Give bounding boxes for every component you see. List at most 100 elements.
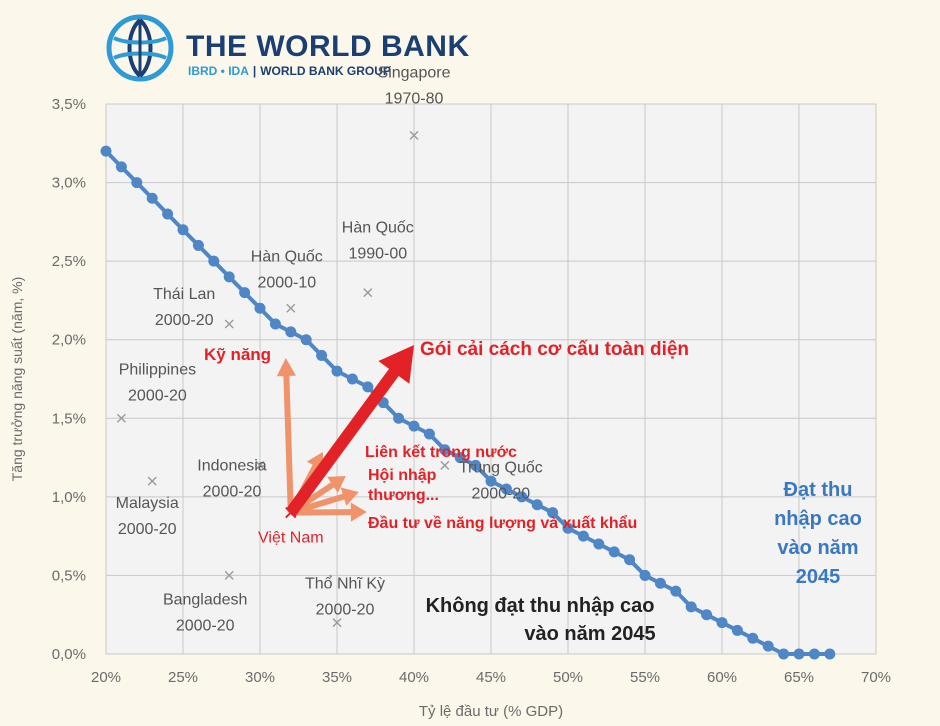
trade-arrow [289,487,359,516]
frontier-point [423,428,435,440]
x-tick-label: 25% [168,669,198,686]
y-tick-label: 0,5% [52,567,86,584]
frontier-point [747,632,759,644]
brand-title: THE WORLD BANK [186,30,470,63]
country-label: Indonesia [197,457,266,474]
frontier-point [731,624,743,636]
frontier-point [408,420,420,432]
frontier-point [316,349,328,361]
y-tick-label: 2,5% [52,253,86,270]
country-period: 1970-80 [385,90,444,107]
grid [105,103,877,655]
frontier-point [470,459,482,471]
frontier-point [808,648,820,660]
y-tick-label: 3,5% [52,96,86,113]
frontier-point [454,452,466,464]
trade-label-2: thương... [368,487,439,504]
country-period: 2000-20 [128,387,187,404]
frontier-point [362,381,374,393]
country-period: 2000-20 [176,617,235,634]
y-axis-ticks: 0,0% 0,5% 1,0% 1,5% 2,0% 2,5% 3,0% 3,5% [52,96,86,663]
domestic-label: Liên kết trong nước [365,444,517,461]
frontier-point [146,192,158,204]
country-label: Hàn Quốc [251,248,323,265]
country-marker [224,319,234,329]
country-marker [440,460,450,470]
below-frontier-label-2: vào năm 2045 [524,623,655,645]
y-axis-label: Tăng trưởng năng suất (năm, %) [9,277,25,482]
frontier-point [208,255,220,267]
frontier-point [670,585,682,597]
main-reform-arrow [285,345,414,517]
brand-subtitle: IBRD • IDA | WORLD BANK GROUP [188,64,391,78]
world-bank-globe-icon [106,14,174,82]
country-points: Singapore 1970-80 Hàn Quốc 1990-00 Hàn Quốc 2… [116,64,543,634]
country-marker [116,413,126,423]
frontier-point [608,546,620,558]
frontier-point [593,538,605,550]
country-label: Thái Lan [153,286,215,303]
country-marker [255,460,265,470]
x-axis-label: Tỷ lệ đầu tư (% GDP) [419,703,563,720]
header: THE WORLD BANK IBRD • IDA | WORLD BANK GRO… [106,12,506,82]
country-marker [286,303,296,313]
frontier-point [131,177,143,189]
y-tick-label: 0,0% [52,646,86,663]
y-tick-label: 1,5% [52,410,86,427]
frontier-point [500,483,512,495]
country-period: 2000-20 [118,521,177,538]
country-marker [409,130,419,140]
frontier-point [285,326,297,338]
trade-label-1: Hội nhập [368,467,437,484]
frontier-point [793,648,805,660]
country-period: 2000-20 [316,602,375,619]
brand-ibrd-ida: IBRD • IDA [188,64,249,78]
frontier-point [393,412,405,424]
brand-separator: | [252,64,257,78]
brand-group: WORLD BANK GROUP [260,64,391,78]
country-label: Hàn Quốc [342,220,414,237]
frontier-point [716,617,728,629]
energy-label: Đầu tư về năng lượng và xuất khẩu [368,514,637,532]
annotations: Gói cải cách cơ cấu toàn diện Kỹ năng Liên… [204,339,862,645]
frontier-point [192,239,204,251]
frontier-point [577,530,589,542]
country-period: 1990-00 [348,246,407,263]
frontier-point [177,224,189,236]
frontier-point [824,648,836,660]
country-marker [147,476,157,486]
frontier-point [762,640,774,652]
skills-label: Kỹ năng [204,345,271,364]
frontier-point [516,491,528,503]
x-tick-label: 55% [630,669,660,686]
vietnam-label: Việt Nam [258,530,324,547]
frontier-series [100,145,836,660]
country-label: Thổ Nhĩ Kỳ [305,575,385,593]
frontier-point [624,554,636,566]
frontier-point [254,302,266,314]
frontier-point [115,161,127,173]
x-tick-label: 70% [861,669,891,686]
y-tick-label: 2,0% [52,332,86,349]
country-marker [363,288,373,298]
x-tick-label: 65% [784,669,814,686]
vietnam-marker [285,506,297,519]
country-label: Singapore [378,64,451,81]
country-label: Trung Quốc [459,459,543,476]
frontier-point [547,507,559,519]
energy-arrow [290,502,367,522]
frontier-point [562,522,574,534]
country-period: 2000-20 [203,483,262,500]
country-period: 2000-20 [155,312,214,329]
country-label: Philippines [119,361,196,378]
below-frontier-label-1: Không đạt thu nhập cao [426,595,655,617]
x-tick-label: 40% [399,669,429,686]
country-marker [224,570,234,580]
skills-arrow [276,358,296,513]
main-arrow-label: Gói cải cách cơ cấu toàn diện [420,339,689,360]
above-frontier-label: vào năm [777,537,858,559]
frontier-point [778,648,790,660]
frontier-point [485,475,497,487]
frontier-point [100,145,112,157]
above-frontier-label: nhập cao [774,508,862,530]
